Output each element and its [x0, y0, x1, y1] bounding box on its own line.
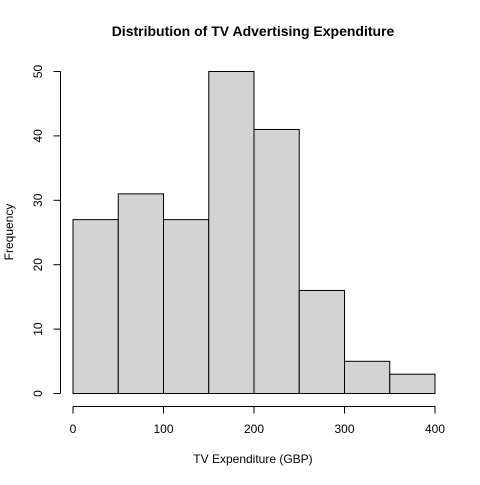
- y-axis-label: Frequency: [2, 204, 16, 261]
- x-axis-label: TV Expenditure (GBP): [193, 452, 312, 466]
- x-tick-label-400: 400: [425, 422, 445, 436]
- y-tick-label-0: 0: [31, 390, 45, 397]
- x-tick-label-100: 100: [153, 422, 173, 436]
- histogram-bar-350-400: [389, 373, 436, 394]
- histogram-bar-250-300: [298, 289, 345, 394]
- bars-group: [72, 71, 436, 395]
- histogram-bar-200-250: [253, 128, 300, 395]
- x-tick-label-200: 200: [244, 422, 264, 436]
- chart-title: Distribution of TV Advertising Expenditu…: [112, 23, 395, 39]
- x-tick-label-0: 0: [70, 422, 77, 436]
- y-tick-label-50: 50: [31, 65, 45, 79]
- histogram-bar-50-100: [117, 193, 164, 394]
- histogram-bar-150-200: [208, 71, 255, 394]
- histogram-bar-0-50: [72, 219, 119, 394]
- y-tick-label-10: 10: [31, 322, 45, 336]
- y-tick-label-20: 20: [31, 258, 45, 272]
- x-tick-label-300: 300: [334, 422, 354, 436]
- histogram-bar-300-350: [344, 360, 391, 394]
- x-axis: 0 100 200 300 400: [70, 406, 445, 436]
- y-axis: 0 10 20 30 40 50: [31, 65, 61, 397]
- histogram-bar-100-150: [163, 219, 210, 394]
- y-tick-label-30: 30: [31, 193, 45, 207]
- y-tick-label-40: 40: [31, 129, 45, 143]
